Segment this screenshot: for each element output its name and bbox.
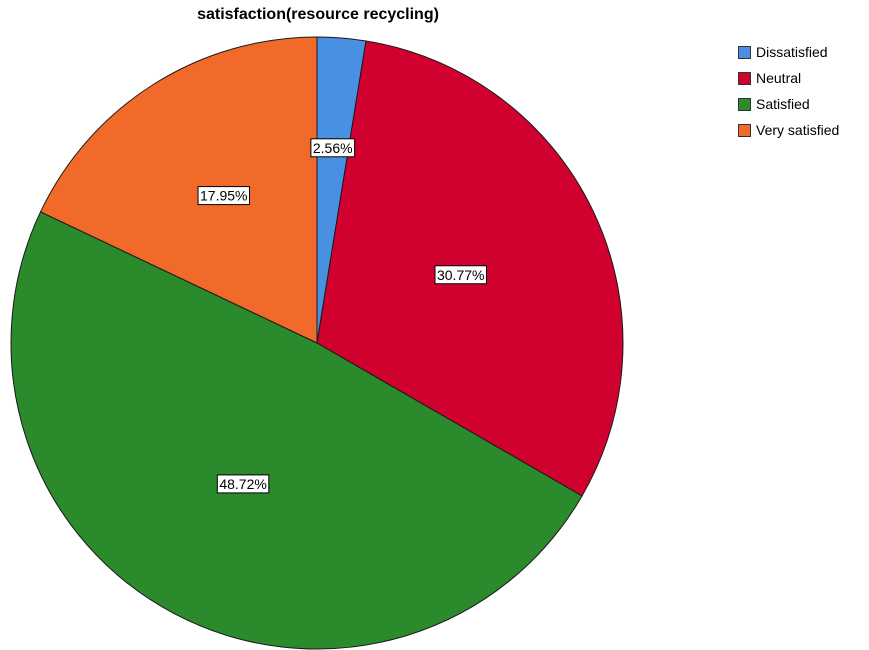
legend: Dissatisfied Neutral Satisfied Very satisfi… [738,42,839,146]
legend-item-dissatisfied: Dissatisfied [738,42,839,62]
data-label-box-neutral [434,265,487,285]
data-label-neutral: 30.77% [434,265,487,285]
pie-slice-satisfied [10,211,583,650]
legend-swatch-satisfied [738,97,751,111]
pie-slices [10,36,624,650]
legend-label-neutral: Neutral [756,70,802,86]
data-label-box-very-satisfied [197,186,251,206]
data-label-text-dissatisfied: 2.56% [313,140,353,156]
legend-swatch-neutral [738,71,751,85]
data-label-text-satisfied: 48.72% [219,476,266,492]
legend-label-very-satisfied: Very satisfied [756,122,840,138]
legend-item-satisfied: Satisfied [738,94,839,114]
data-label-box-satisfied [216,474,270,494]
data-label-text-neutral: 30.77% [437,267,484,283]
legend-swatch-very-satisfied [738,123,751,137]
pie-data-labels: 2.56% 30.77% 48.72% 17.95% [197,138,487,494]
data-label-box-dissatisfied [310,138,356,158]
pie-slice-very-satisfied [39,36,318,344]
legend-item-very-satisfied: Very satisfied [738,120,839,140]
legend-item-neutral: Neutral [738,68,839,88]
legend-swatch-dissatisfied [738,45,751,59]
legend-label-dissatisfied: Dissatisfied [756,44,828,60]
chart-title: satisfaction(resource recycling) [197,6,439,23]
data-label-text-very-satisfied: 17.95% [200,188,247,204]
data-label-very-satisfied: 17.95% [197,186,251,206]
legend-label-satisfied: Satisfied [756,96,810,112]
data-label-dissatisfied: 2.56% [310,138,356,158]
data-label-satisfied: 48.72% [216,474,270,494]
